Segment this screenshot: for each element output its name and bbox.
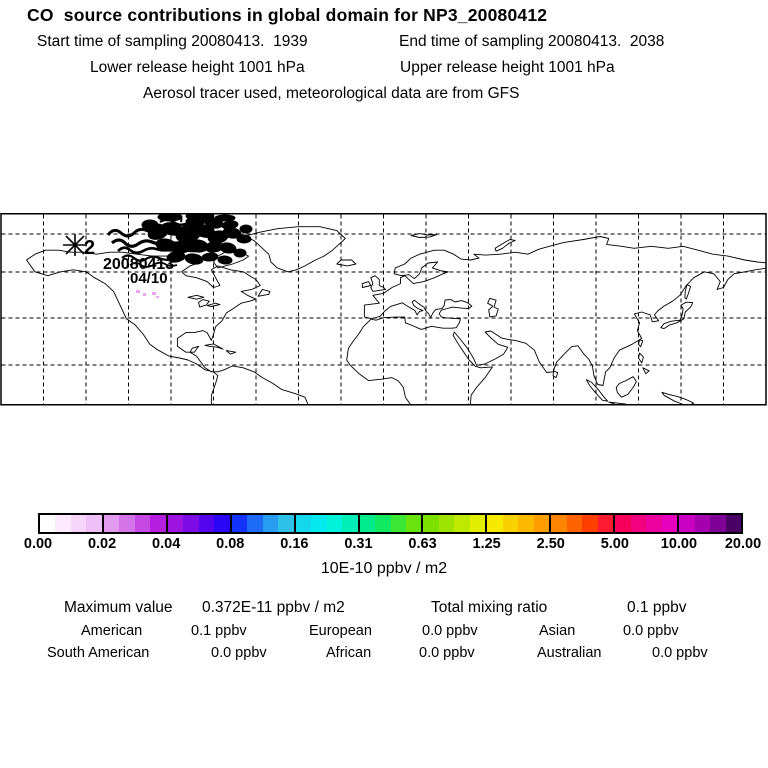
- release-marker: [63, 234, 87, 256]
- lower-release-label: Lower release height 1001 hPa: [90, 59, 305, 76]
- region-name: American: [81, 623, 143, 639]
- region-value: 0.0 ppbv: [652, 645, 708, 661]
- colorbar-tick-label: 0.31: [344, 536, 373, 552]
- max-value: 0.372E-11 ppbv / m2: [202, 599, 345, 616]
- colorbar: [38, 513, 743, 534]
- release-marker-number: 2: [84, 237, 95, 259]
- colorbar-band: [342, 515, 358, 532]
- colorbar-band: [40, 515, 56, 532]
- colorbar-band: [551, 515, 567, 532]
- colorbar-band: [725, 515, 741, 532]
- colorbar-band: [198, 515, 215, 532]
- colorbar-tick-label: 0.00: [23, 536, 53, 552]
- colorbar-band: [70, 515, 87, 532]
- colorbar-band: [630, 515, 647, 532]
- colorbar-band: [679, 515, 695, 532]
- region-name: Australian: [537, 645, 602, 661]
- colorbar-tick-label: 0.63: [408, 536, 437, 552]
- region-value: 0.0 ppbv: [422, 623, 478, 639]
- colorbar-band: [134, 515, 151, 532]
- colorbar-tick-label: 0.02: [87, 536, 117, 552]
- colorbar-band: [582, 515, 598, 532]
- colorbar-band: [661, 515, 678, 532]
- trajectory-cluster: [106, 214, 253, 268]
- colorbar-band: [103, 515, 120, 532]
- colorbar-segment: [357, 515, 422, 532]
- colorbar-segment: [549, 515, 614, 532]
- page-title: CO source contributions in global domain…: [27, 5, 548, 25]
- colorbar-tick-label: 10.00: [660, 536, 698, 552]
- concentration-trace: [136, 290, 159, 298]
- colorbar-band: [533, 515, 550, 532]
- region-value: 0.0 ppbv: [211, 645, 267, 661]
- map-coastlines: [26, 226, 766, 405]
- map-date-label-2: 04/10: [130, 270, 168, 287]
- colorbar-segment: [40, 515, 102, 532]
- colorbar-tick-label: 2.50: [536, 536, 565, 552]
- colorbar-band: [295, 515, 312, 532]
- colorbar-units-label: 10E-10 ppbv / m2: [320, 560, 448, 577]
- colorbar-band: [469, 515, 486, 532]
- colorbar-tick-label: 0.04: [152, 536, 181, 552]
- colorbar-band: [646, 515, 662, 532]
- colorbar-band: [694, 515, 711, 532]
- world-map: 20080413 04/10 2: [0, 213, 767, 406]
- colorbar-band: [214, 515, 230, 532]
- colorbar-band: [390, 515, 406, 532]
- colorbar-band: [278, 515, 294, 532]
- max-value-label: Maximum value: [64, 599, 173, 616]
- colorbar-tick-label: 0.16: [280, 536, 309, 552]
- region-value: 0.1 ppbv: [191, 623, 247, 639]
- colorbar-tick-label: 0.08: [216, 536, 245, 552]
- colorbar-band: [167, 515, 184, 532]
- colorbar-band: [438, 515, 455, 532]
- colorbar-band: [566, 515, 583, 532]
- colorbar-band: [487, 515, 503, 532]
- colorbar-band: [247, 515, 263, 532]
- colorbar-tick-label: 20.00: [724, 536, 762, 552]
- colorbar-tick-label: 5.00: [600, 536, 629, 552]
- end-time-label: End time of sampling 20080413. 2038: [399, 33, 665, 50]
- colorbar-band: [311, 515, 327, 532]
- colorbar-band: [423, 515, 439, 532]
- colorbar-band: [119, 515, 135, 532]
- colorbar-band: [518, 515, 534, 532]
- colorbar-band: [454, 515, 470, 532]
- colorbar-segment: [165, 515, 230, 532]
- colorbar-band: [502, 515, 519, 532]
- colorbar-segment: [229, 515, 294, 532]
- colorbar-band: [150, 515, 166, 532]
- colorbar-segment: [677, 515, 741, 532]
- colorbar-band: [615, 515, 631, 532]
- colorbar-band: [375, 515, 391, 532]
- colorbar-band: [231, 515, 248, 532]
- colorbar-segment: [293, 515, 358, 532]
- region-name: African: [326, 645, 372, 661]
- region-name: South American: [47, 645, 150, 661]
- colorbar-band: [326, 515, 343, 532]
- colorbar-segment: [485, 515, 550, 532]
- colorbar-band: [597, 515, 614, 532]
- colorbar-band: [183, 515, 199, 532]
- start-time-label: Start time of sampling 20080413. 1939: [37, 33, 308, 50]
- colorbar-segment: [421, 515, 486, 532]
- total-mixing-ratio-value: 0.1 ppbv: [627, 599, 687, 616]
- colorbar-band: [86, 515, 102, 532]
- tracer-note-label: Aerosol tracer used, meteorological data…: [143, 85, 520, 102]
- colorbar-band: [262, 515, 279, 532]
- total-mixing-ratio-label: Total mixing ratio: [431, 599, 548, 616]
- region-name: European: [309, 623, 372, 639]
- region-name: Asian: [539, 623, 576, 639]
- colorbar-segment: [101, 515, 166, 532]
- colorbar-band: [405, 515, 422, 532]
- colorbar-band: [359, 515, 376, 532]
- colorbar-tick-label: 1.25: [472, 536, 501, 552]
- region-value: 0.0 ppbv: [623, 623, 679, 639]
- colorbar-segment: [613, 515, 678, 532]
- upper-release-label: Upper release height 1001 hPa: [400, 59, 615, 76]
- colorbar-band: [710, 515, 726, 532]
- region-value: 0.0 ppbv: [419, 645, 475, 661]
- colorbar-band: [55, 515, 71, 532]
